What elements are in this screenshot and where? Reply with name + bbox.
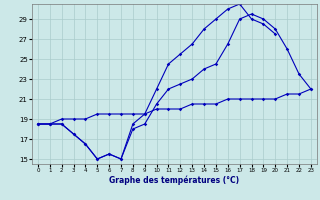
X-axis label: Graphe des températures (°C): Graphe des températures (°C)	[109, 176, 239, 185]
